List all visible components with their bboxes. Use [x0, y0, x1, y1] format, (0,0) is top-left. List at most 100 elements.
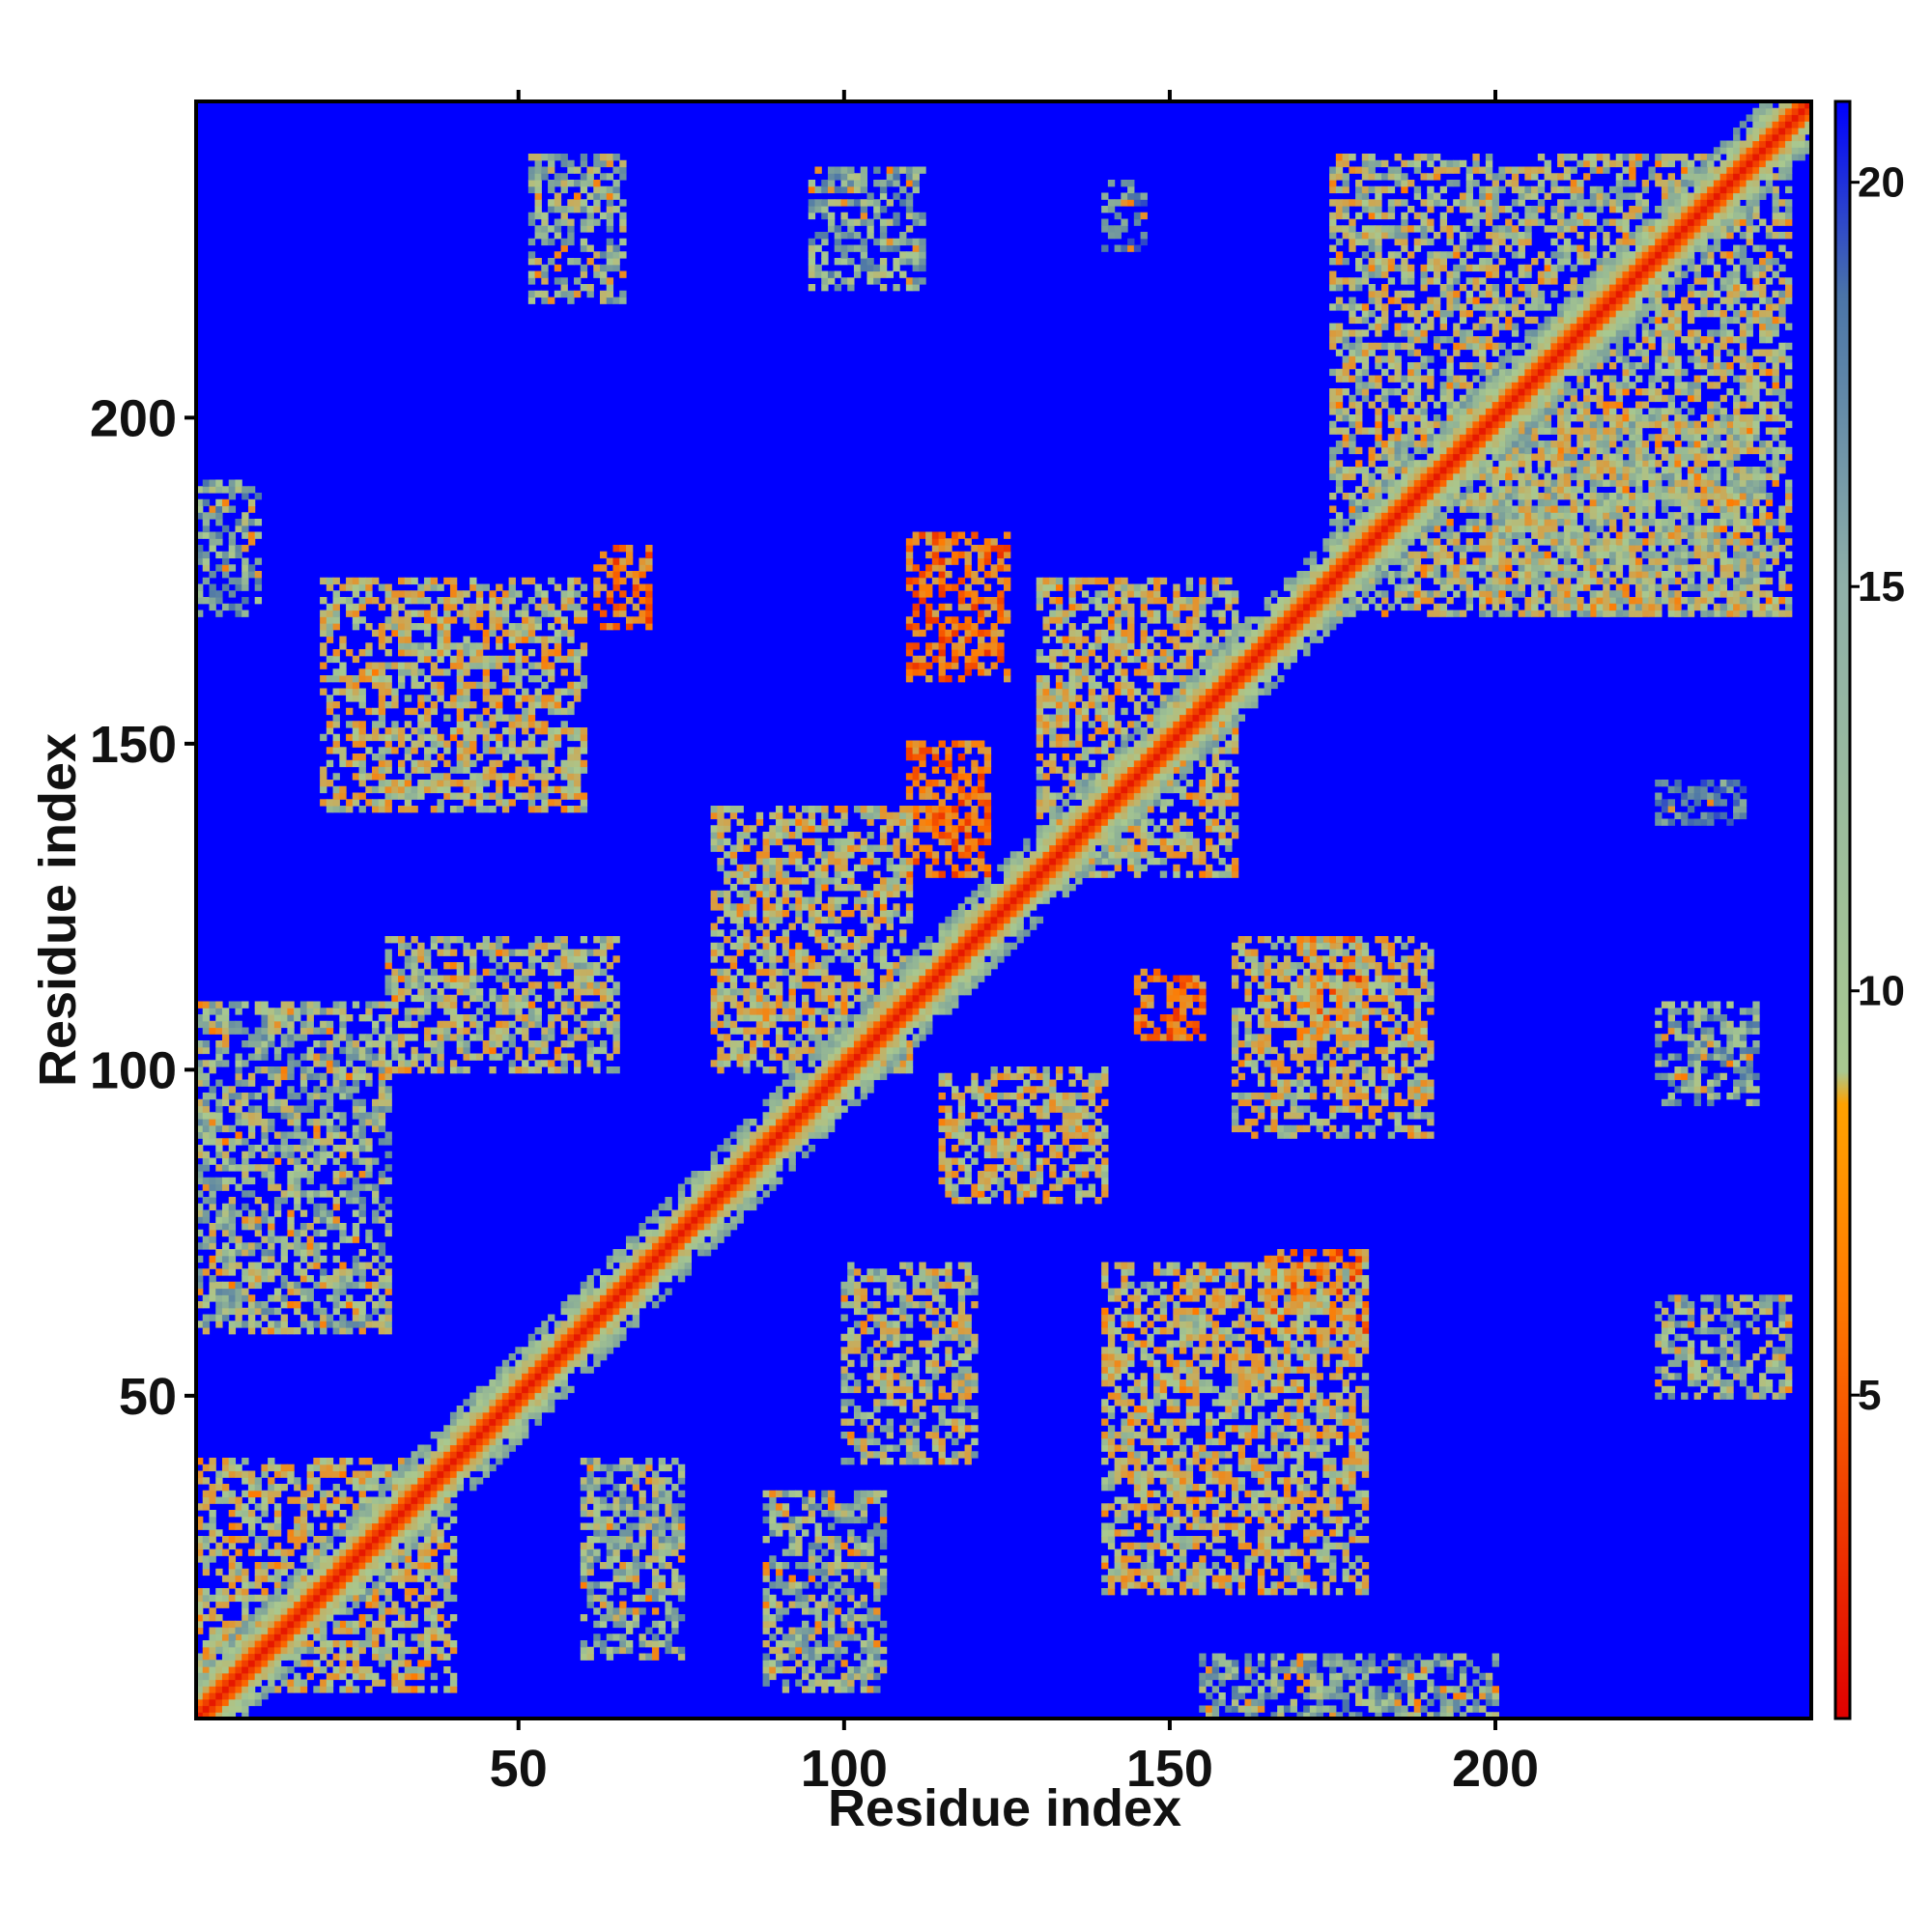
- heatmap-cell: [1511, 180, 1520, 187]
- heatmap-cell: [1596, 258, 1604, 266]
- heatmap-cell: [1485, 597, 1493, 605]
- heatmap-cell: [1361, 479, 1370, 487]
- heatmap-cell: [1433, 414, 1441, 422]
- heatmap-cell: [1589, 557, 1598, 565]
- heatmap-cell: [384, 792, 392, 800]
- heatmap-cell: [1707, 310, 1715, 318]
- heatmap-cell: [548, 297, 555, 304]
- heatmap-cell: [586, 192, 594, 200]
- heatmap-cell: [847, 258, 855, 266]
- heatmap-cell: [1329, 460, 1337, 468]
- heatmap-cell: [1733, 505, 1741, 513]
- heatmap-cell: [957, 551, 966, 559]
- heatmap-cell: [411, 727, 418, 735]
- heatmap-cell: [1785, 206, 1793, 213]
- heatmap-cell: [430, 583, 439, 591]
- heatmap-cell: [404, 597, 412, 605]
- heatmap-cell: [1342, 467, 1350, 474]
- heatmap-cell: [912, 258, 920, 266]
- heatmap-cell: [1667, 557, 1676, 565]
- heatmap-cell: [1511, 342, 1520, 351]
- heatmap-cell: [1583, 467, 1591, 474]
- heatmap-cell: [352, 623, 360, 631]
- heatmap-cell: [1472, 323, 1480, 330]
- heatmap-cell: [600, 623, 608, 631]
- heatmap-cell: [873, 206, 881, 213]
- heatmap-cell: [567, 159, 575, 168]
- heatmap-cell: [912, 173, 920, 181]
- heatmap-cell: [1707, 434, 1715, 441]
- heatmap-cell: [1739, 486, 1747, 494]
- heatmap-cell: [384, 780, 392, 787]
- heatmap-cell: [1726, 277, 1734, 285]
- heatmap-cell: [612, 244, 620, 252]
- heatmap-cell: [423, 785, 432, 794]
- heatmap-cell: [1439, 225, 1448, 233]
- heatmap-cell: [1726, 597, 1734, 605]
- heatmap-cell: [1335, 258, 1344, 266]
- heatmap-cell: [404, 636, 412, 643]
- heatmap-cell: [1472, 590, 1480, 598]
- heatmap-cell: [489, 721, 497, 728]
- heatmap-cell: [1674, 362, 1682, 370]
- heatmap-cell: [1472, 493, 1480, 500]
- heatmap-cell: [1387, 166, 1396, 174]
- heatmap-cell: [879, 258, 888, 266]
- heatmap-cell: [1609, 427, 1617, 435]
- heatmap-cell: [606, 185, 614, 194]
- heatmap-cell: [847, 173, 855, 181]
- heatmap-cell: [1121, 218, 1128, 226]
- heatmap-cell: [469, 655, 477, 664]
- heatmap-cell: [1485, 316, 1493, 325]
- heatmap-cell: [496, 623, 503, 631]
- heatmap-cell: [1687, 453, 1695, 461]
- heatmap-cell: [1511, 467, 1520, 474]
- heatmap-cell: [1583, 538, 1591, 546]
- heatmap-cell: [358, 695, 366, 702]
- heatmap-cell: [1603, 238, 1610, 246]
- heatmap-cell: [501, 668, 510, 676]
- heatmap-cell: [1349, 414, 1356, 422]
- heatmap-cell: [352, 733, 360, 742]
- heatmap-cell: [1634, 434, 1643, 441]
- heatmap-cell: [1407, 225, 1415, 233]
- heatmap-cell: [1778, 264, 1786, 272]
- heatmap-cell: [1746, 571, 1753, 579]
- heatmap-cell: [1629, 166, 1636, 174]
- heatmap-cell: [1713, 531, 1721, 539]
- heatmap-cell: [1439, 323, 1448, 330]
- heatmap-cell: [1700, 493, 1708, 500]
- heatmap-cell: [1531, 166, 1539, 174]
- heatmap-cell: [1785, 538, 1793, 546]
- heatmap-cell: [1446, 583, 1454, 591]
- heatmap-cell: [1785, 498, 1793, 507]
- heatmap-cell: [1641, 329, 1650, 337]
- heatmap-cell: [1641, 323, 1650, 330]
- heatmap-cell: [1615, 173, 1624, 181]
- heatmap-cell: [1615, 434, 1624, 441]
- heatmap-cell: [1667, 564, 1676, 572]
- heatmap-cell: [475, 714, 484, 722]
- heatmap-cell: [1004, 675, 1011, 683]
- heatmap-cell: [1765, 232, 1774, 240]
- heatmap-cell: [1615, 206, 1624, 213]
- heatmap-cell: [1329, 270, 1337, 278]
- heatmap-cell: [1329, 401, 1337, 409]
- heatmap-cell: [1570, 460, 1577, 468]
- heatmap-cell: [1459, 303, 1467, 311]
- heatmap-cell: [1563, 512, 1572, 520]
- heatmap-cell: [1739, 284, 1747, 292]
- heatmap-cell: [905, 225, 914, 233]
- heatmap-cell: [957, 531, 966, 539]
- heatmap-cell: [1629, 564, 1636, 572]
- heatmap-cell: [1439, 557, 1448, 565]
- heatmap-cell: [860, 218, 868, 226]
- heatmap-cell: [1785, 525, 1793, 533]
- heatmap-cell: [952, 649, 959, 657]
- heatmap-cell: [847, 225, 855, 233]
- heatmap-cell: [1472, 505, 1480, 513]
- heatmap-cell: [1746, 420, 1753, 429]
- heatmap-cell: [1707, 401, 1715, 409]
- heatmap-cell: [1557, 199, 1565, 207]
- heatmap-cell: [1413, 375, 1422, 383]
